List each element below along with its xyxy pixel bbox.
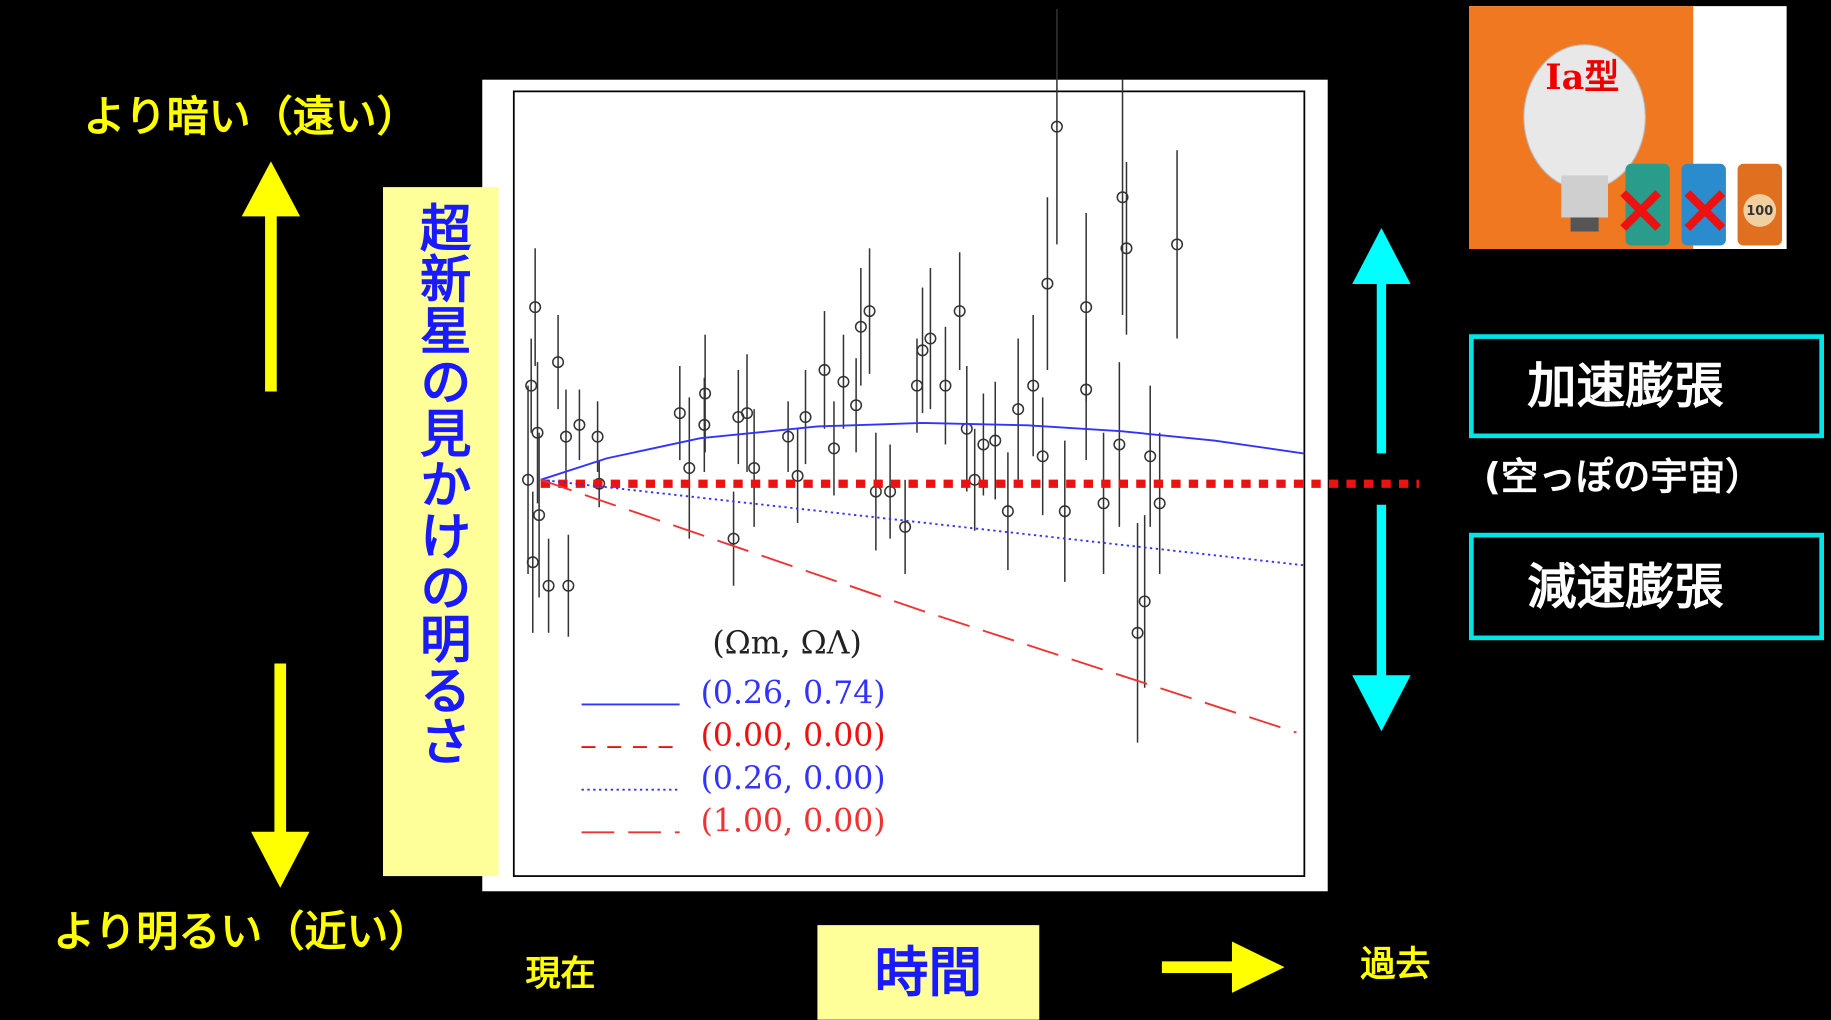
legend-label: (0.26, 0.00) — [701, 761, 886, 797]
upper-label: 加速膨張 — [1527, 357, 1723, 415]
supernova-illustration — [1469, 6, 1787, 249]
legend-label: (0.26, 0.74) — [701, 676, 886, 712]
image-label: Ia型 — [1545, 57, 1619, 98]
y-axis-label: 超新星の見かけの明るさ — [410, 201, 471, 766]
legend-title: (Ωm, ΩΛ) — [712, 625, 862, 661]
page: {"slide": {"top_left_label": "より暗い（遠い）",… — [0, 0, 1831, 1020]
slide: より暗い（遠い） より明るい（近い） (Ωm, ΩΛ) (0.26, 0.74) (… — [0, 0, 1831, 1020]
bottom-left-label: より明るい（近い） — [53, 907, 430, 956]
x-start-label: 現在 — [525, 953, 595, 994]
lower-label: 減速膨張 — [1527, 557, 1723, 615]
x-axis-label: 時間 — [875, 941, 982, 1004]
right-arrow — [1162, 941, 1285, 992]
middle-label: (空っぽの宇宙） — [1484, 455, 1763, 499]
battery-label: 100 — [1746, 204, 1773, 219]
legend-label: (0.00, 0.00) — [701, 718, 886, 754]
legend-label: (1.00, 0.00) — [701, 803, 886, 839]
top-left-label: より暗い（遠い） — [83, 92, 418, 141]
up-arrow — [242, 161, 300, 391]
down-arrow — [251, 664, 309, 888]
x-end-label: 過去 — [1360, 944, 1430, 985]
